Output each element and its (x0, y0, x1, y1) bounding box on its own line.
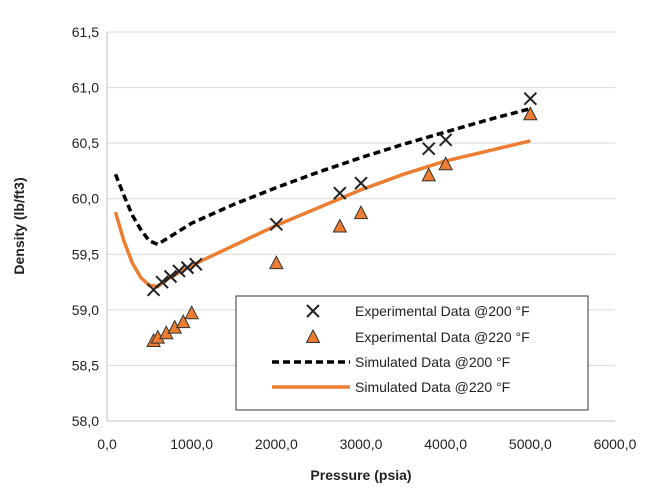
y-tick-label: 60,5 (72, 135, 99, 151)
exp-200-point (172, 264, 186, 278)
exp-200-point (180, 260, 195, 275)
exp-220-point (421, 167, 437, 182)
y-tick-label: 58,5 (72, 357, 99, 373)
legend: Experimental Data @200 °F Experimental Da… (235, 295, 589, 411)
exp-220-point (353, 205, 369, 220)
exp-220-point (175, 313, 191, 329)
exp-200-point (269, 217, 284, 231)
exp-200-point (438, 133, 453, 147)
exp-200-point (422, 141, 436, 156)
exp-220-point (184, 305, 199, 320)
exp-220-point (332, 218, 348, 233)
plot-area (113, 91, 538, 347)
y-tick-label: 61,0 (72, 80, 99, 96)
y-axis-title: Density (lb/ft3) (11, 177, 27, 274)
legend-item: Simulated Data @220 °F (272, 379, 510, 395)
x-tick-label: 3000,0 (340, 436, 383, 452)
x-axis-title: Pressure (psia) (310, 467, 411, 483)
x-tick-label: 1000,0 (170, 436, 213, 452)
y-tick-label: 59,5 (72, 246, 99, 262)
exp-200-point (155, 275, 169, 289)
exp-200-point (523, 91, 538, 106)
simulated-200-line (113, 107, 531, 247)
y-tick-label: 59,0 (72, 302, 99, 318)
y-tick-label: 60,0 (72, 191, 99, 207)
x-tick-labels: 0,0 1000,0 2000,0 3000,0 4000,0 5000,0 6000,0 (97, 436, 636, 452)
x-tick-label: 4000,0 (424, 436, 467, 452)
x-tick-label: 6000,0 (594, 436, 637, 452)
y-tick-labels: 58,0 58,5 59,0 59,5 60,0 60,5 61,0 61,5 (72, 24, 99, 429)
exp-200-point (163, 269, 178, 284)
legend-label: Experimental Data @220 °F (355, 329, 530, 345)
legend-box (235, 295, 589, 411)
exp-220-point (438, 156, 453, 171)
simulated-220-line (113, 139, 531, 289)
legend-label: Simulated Data @220 °F (355, 379, 510, 395)
exp-200-point (333, 186, 347, 200)
legend-item: Experimental Data @200 °F (306, 303, 530, 319)
legend-item: Simulated Data @200 °F (272, 354, 510, 370)
exp-200-point (189, 257, 203, 271)
legend-item: Experimental Data @220 °F (305, 328, 530, 345)
x-tick-label: 2000,0 (255, 436, 298, 452)
exp-220-point (523, 106, 538, 121)
legend-x-marker (306, 304, 320, 318)
legend-label: Experimental Data @200 °F (355, 303, 530, 319)
y-tick-label: 58,0 (72, 413, 99, 429)
x-tick-label: 5000,0 (509, 436, 552, 452)
legend-triangle-marker (305, 328, 321, 343)
legend-label: Simulated Data @200 °F (355, 354, 510, 370)
axes (106, 32, 615, 422)
exp-220-point (269, 255, 284, 270)
exp-200-point (354, 176, 368, 190)
x-tick-label: 0,0 (97, 436, 117, 452)
y-tick-label: 61,5 (72, 24, 99, 40)
